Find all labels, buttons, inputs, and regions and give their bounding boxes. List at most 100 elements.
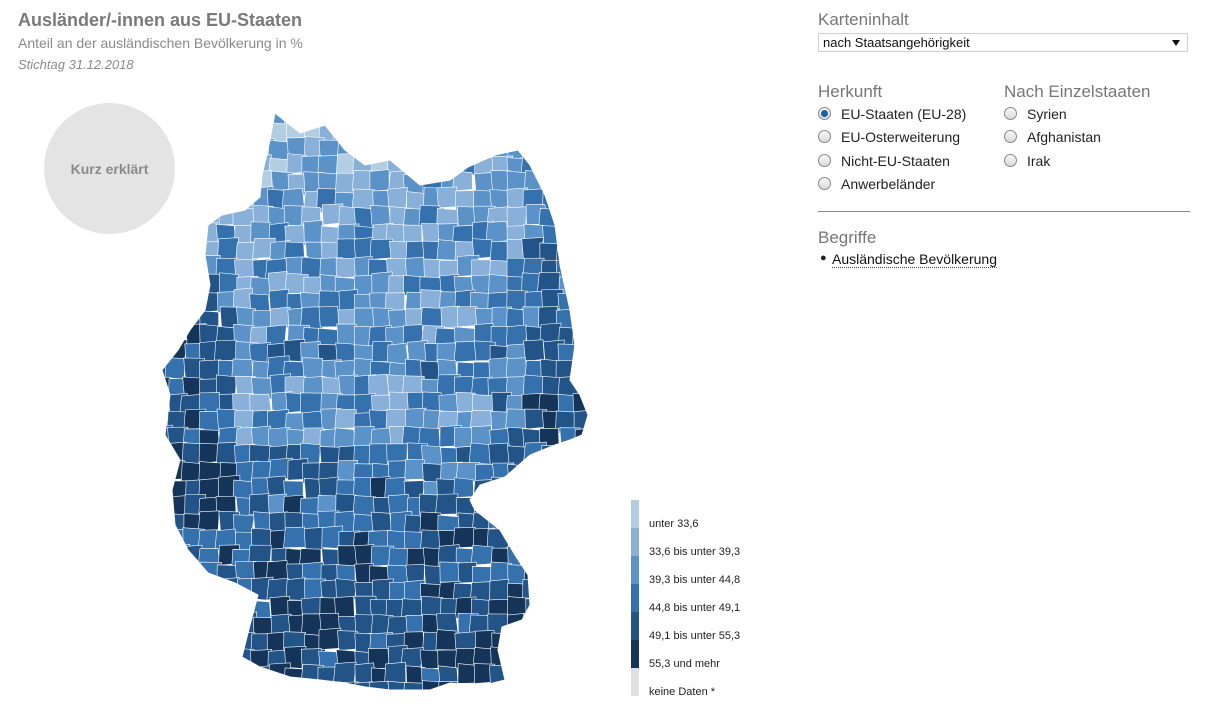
- district-area[interactable]: [572, 105, 594, 126]
- district-area[interactable]: [558, 120, 580, 142]
- district-area[interactable]: [554, 459, 578, 483]
- district-area[interactable]: [574, 207, 595, 228]
- district-area[interactable]: [571, 542, 595, 565]
- district-area[interactable]: [439, 140, 462, 163]
- district-area[interactable]: [218, 155, 240, 178]
- district-area[interactable]: [506, 120, 527, 142]
- district-area[interactable]: [520, 666, 544, 688]
- district-area[interactable]: [559, 583, 580, 604]
- district-area[interactable]: [184, 172, 208, 196]
- district-area[interactable]: [368, 680, 391, 702]
- district-area[interactable]: [199, 598, 222, 620]
- district-area[interactable]: [471, 683, 495, 705]
- district-area[interactable]: [507, 475, 530, 499]
- district-area[interactable]: [590, 682, 600, 702]
- district-area[interactable]: [337, 701, 360, 705]
- district-area[interactable]: [572, 171, 594, 193]
- district-area[interactable]: [538, 578, 563, 600]
- district-area[interactable]: [267, 699, 288, 705]
- district-area[interactable]: [435, 493, 459, 515]
- district-area[interactable]: [453, 341, 478, 363]
- district-area[interactable]: [150, 120, 173, 141]
- district-area[interactable]: [164, 188, 187, 211]
- district-area[interactable]: [421, 105, 443, 124]
- district-area[interactable]: [558, 682, 581, 704]
- district-area[interactable]: [556, 666, 578, 690]
- district-area[interactable]: [572, 325, 595, 349]
- district-area[interactable]: [488, 684, 511, 705]
- district-area[interactable]: [419, 120, 440, 142]
- district-area[interactable]: [559, 633, 582, 655]
- district-area[interactable]: [470, 118, 491, 141]
- district-area[interactable]: [231, 358, 254, 380]
- district-area[interactable]: [333, 427, 357, 449]
- district-area[interactable]: [352, 137, 374, 160]
- district-area[interactable]: [165, 134, 189, 158]
- district-area[interactable]: [457, 306, 479, 328]
- district-area[interactable]: [186, 630, 208, 654]
- district-area[interactable]: [421, 156, 444, 178]
- district-area[interactable]: [303, 683, 327, 705]
- district-area[interactable]: [594, 343, 600, 365]
- district-area[interactable]: [525, 597, 549, 620]
- district-area[interactable]: [573, 645, 595, 668]
- district-area[interactable]: [594, 631, 600, 653]
- district-area[interactable]: [592, 599, 600, 619]
- district-area[interactable]: [200, 699, 220, 705]
- district-area[interactable]: [197, 122, 219, 144]
- district-area[interactable]: [574, 271, 596, 297]
- district-area[interactable]: [184, 257, 206, 282]
- district-area[interactable]: [233, 136, 255, 161]
- district-area[interactable]: [197, 154, 221, 177]
- district-area[interactable]: [150, 204, 172, 227]
- district-area[interactable]: [199, 292, 221, 313]
- district-area[interactable]: [573, 140, 594, 163]
- district-area[interactable]: [590, 375, 600, 396]
- district-area[interactable]: [215, 613, 238, 634]
- district-area[interactable]: [199, 580, 223, 601]
- district-area[interactable]: [179, 154, 203, 176]
- district-area[interactable]: [520, 544, 542, 568]
- district-area[interactable]: [150, 632, 169, 654]
- district-area[interactable]: [570, 240, 594, 264]
- district-area[interactable]: [168, 206, 191, 229]
- district-area[interactable]: [384, 105, 409, 125]
- district-area[interactable]: [388, 119, 410, 143]
- district-area[interactable]: [524, 681, 545, 703]
- district-area[interactable]: [152, 275, 175, 297]
- district-area[interactable]: [591, 277, 600, 297]
- district-area[interactable]: [286, 699, 308, 705]
- district-area[interactable]: [150, 389, 170, 413]
- district-area[interactable]: [184, 579, 207, 601]
- district-area[interactable]: [591, 307, 600, 329]
- district-area[interactable]: [438, 117, 461, 141]
- district-area[interactable]: [438, 105, 461, 125]
- district-area[interactable]: [540, 171, 563, 195]
- district-area[interactable]: [572, 614, 595, 639]
- district-area[interactable]: [183, 187, 207, 209]
- district-area[interactable]: [322, 700, 344, 705]
- district-area[interactable]: [167, 260, 189, 281]
- district-area[interactable]: [185, 237, 207, 261]
- district-area[interactable]: [539, 612, 561, 635]
- district-area[interactable]: [541, 561, 563, 583]
- district-area[interactable]: [574, 445, 595, 470]
- district-area[interactable]: [216, 107, 236, 128]
- district-area[interactable]: [151, 476, 175, 498]
- district-area[interactable]: [485, 221, 509, 243]
- district-area[interactable]: [521, 510, 544, 532]
- district-area[interactable]: [352, 105, 376, 129]
- district-area[interactable]: [592, 614, 600, 635]
- district-area[interactable]: [165, 646, 187, 669]
- district-area[interactable]: [473, 701, 494, 705]
- district-area[interactable]: [352, 118, 375, 141]
- district-area[interactable]: [576, 373, 595, 397]
- district-area[interactable]: [523, 700, 544, 705]
- district-area[interactable]: [303, 219, 324, 244]
- district-area[interactable]: [181, 225, 204, 247]
- district-area[interactable]: [589, 392, 600, 414]
- district-area[interactable]: [538, 495, 560, 519]
- district-area[interactable]: [521, 462, 543, 485]
- radio-button[interactable]: [1004, 130, 1017, 143]
- district-area[interactable]: [166, 597, 190, 621]
